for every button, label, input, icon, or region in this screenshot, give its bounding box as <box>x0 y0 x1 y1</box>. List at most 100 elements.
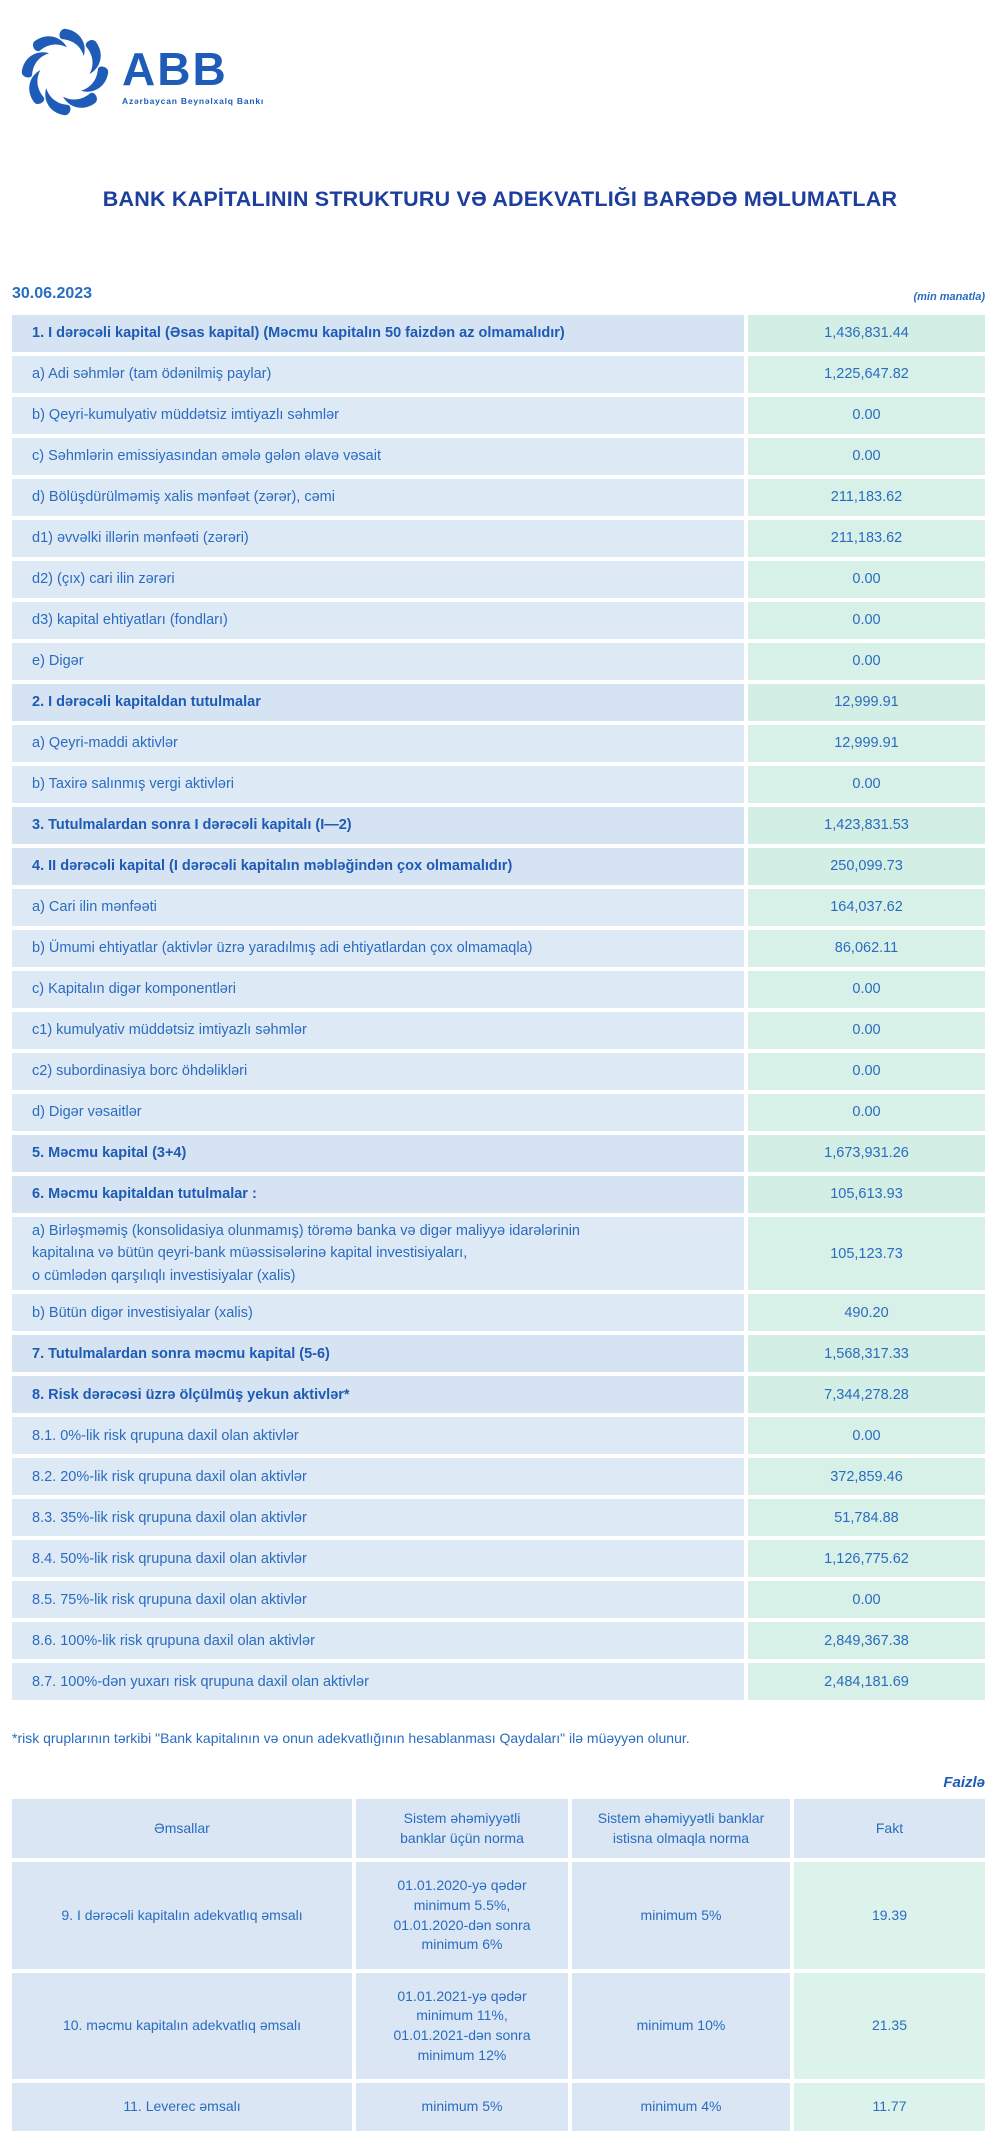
header-sys-norm: Sistem əhəmiyyətli banklar üçün norma <box>356 1799 568 1859</box>
capital-row-label: b) Taxirə salınmış vergi aktivləri <box>12 765 744 803</box>
capital-row-value: 2,849,367.38 <box>748 1622 985 1660</box>
capital-row-value: 372,859.46 <box>748 1458 985 1496</box>
meta-row: 30.06.2023 (min manatla) <box>12 285 985 303</box>
capital-row-value: 51,784.88 <box>748 1499 985 1537</box>
capital-table-row: c) Səhmlərin emissiyasından əmələ gələn … <box>12 437 985 475</box>
capital-table-row: b) Qeyri-kumulyativ müddətsiz imtiyazlı … <box>12 396 985 434</box>
capital-row-label: d) Bölüşdürülməmiş xalis mənfəət (zərər)… <box>12 478 744 516</box>
capital-row-value: 0.00 <box>748 1093 985 1131</box>
capital-row-value: 0.00 <box>748 765 985 803</box>
capital-table-row: a) Birləşməmiş (konsolidasiya olunmamış)… <box>12 1216 985 1291</box>
capital-row-label: 8.5. 75%-lik risk qrupuna daxil olan akt… <box>12 1581 744 1619</box>
header-fakt: Fakt <box>794 1799 985 1859</box>
logo-abbr: ABB <box>122 43 228 95</box>
capital-row-value: 2,484,181.69 <box>748 1663 985 1701</box>
capital-row-label: 3. Tutulmalardan sonra I dərəcəli kapita… <box>12 806 744 844</box>
capital-table-row: d) Bölüşdürülməmiş xalis mənfəət (zərər)… <box>12 478 985 516</box>
capital-row-label: c) Kapitalın digər komponentləri <box>12 970 744 1008</box>
capital-row-label: 4. II dərəcəli kapital (I dərəcəli kapit… <box>12 847 744 885</box>
capital-table-row: b) Ümumi ehtiyatlar (aktivlər üzrə yarad… <box>12 929 985 967</box>
capital-table-row: 8.1. 0%-lik risk qrupuna daxil olan akti… <box>12 1417 985 1455</box>
capital-row-label: a) Birləşməmiş (konsolidasiya olunmamış)… <box>12 1216 744 1291</box>
capital-table-row: 8.5. 75%-lik risk qrupuna daxil olan akt… <box>12 1581 985 1619</box>
capital-row-value: 105,123.73 <box>748 1216 985 1291</box>
capital-table-row: 2. I dərəcəli kapitaldan tutulmalar 12,9… <box>12 683 985 721</box>
ratio-row-sys-norm: minimum 5% <box>356 2083 568 2131</box>
ratio-row-nonsys-norm: minimum 10% <box>572 1972 790 2080</box>
capital-row-label: 8.2. 20%-lik risk qrupuna daxil olan akt… <box>12 1458 744 1496</box>
capital-row-label: 7. Tutulmalardan sonra məcmu kapital (5-… <box>12 1335 744 1373</box>
capital-row-value: 490.20 <box>748 1294 985 1332</box>
capital-row-value: 0.00 <box>748 1581 985 1619</box>
capital-row-value: 0.00 <box>748 1052 985 1090</box>
capital-table-row: 4. II dərəcəli kapital (I dərəcəli kapit… <box>12 847 985 885</box>
logo-text: ABB Azərbaycan Beynəlxalq Bankı <box>122 46 264 106</box>
capital-row-label: 8. Risk dərəcəsi üzrə ölçülmüş yekun akt… <box>12 1376 744 1414</box>
header-nonsys-norm: Sistem əhəmiyyətli banklar istisna olmaq… <box>572 1799 790 1859</box>
capital-row-label: d3) kapital ehtiyatları (fondları) <box>12 601 744 639</box>
capital-row-label: d1) əvvəlki illərin mənfəəti (zərəri) <box>12 519 744 557</box>
capital-table-row: 8.6. 100%-lik risk qrupuna daxil olan ak… <box>12 1622 985 1660</box>
capital-table-row: e) Digər 0.00 <box>12 642 985 680</box>
capital-row-value: 86,062.11 <box>748 929 985 967</box>
capital-row-label: 6. Məcmu kapitaldan tutulmalar : <box>12 1175 744 1213</box>
footnote: *risk qruplarının tərkibi "Bank kapitalı… <box>12 1730 690 1747</box>
capital-table-row: 6. Məcmu kapitaldan tutulmalar : 105,613… <box>12 1175 985 1213</box>
percent-unit-label: Faizlə <box>943 1774 985 1792</box>
ratios-table-row: 9. I dərəcəli kapitalın adekvatlıq əmsal… <box>12 1862 985 1969</box>
capital-table-row: 5. Məcmu kapital (3+4) 1,673,931.26 <box>12 1134 985 1172</box>
ratio-row-sys-norm: 01.01.2021-yə qədər minimum 11%, 01.01.2… <box>356 1972 568 2080</box>
capital-row-label: b) Qeyri-kumulyativ müddətsiz imtiyazlı … <box>12 396 744 434</box>
ratio-row-fact: 11.77 <box>794 2083 985 2131</box>
capital-row-label: 5. Məcmu kapital (3+4) <box>12 1134 744 1172</box>
unit-note: (min manatla) <box>913 290 985 303</box>
capital-table-row: d2) (çıx) cari ilin zərəri 0.00 <box>12 560 985 598</box>
capital-row-label: 8.6. 100%-lik risk qrupuna daxil olan ak… <box>12 1622 744 1660</box>
capital-table-row: 1. I dərəcəli kapital (Əsas kapital) (Mə… <box>12 314 985 352</box>
capital-row-label: 1. I dərəcəli kapital (Əsas kapital) (Mə… <box>12 314 744 352</box>
capital-row-label: d) Digər vəsaitlər <box>12 1093 744 1131</box>
capital-table-row: 8. Risk dərəcəsi üzrə ölçülmüş yekun akt… <box>12 1376 985 1414</box>
capital-table: 1. I dərəcəli kapital (Əsas kapital) (Mə… <box>12 314 985 1701</box>
ratio-row-sys-norm: 01.01.2020-yə qədər minimum 5.5%, 01.01.… <box>356 1862 568 1969</box>
capital-table-row: 3. Tutulmalardan sonra I dərəcəli kapita… <box>12 806 985 844</box>
capital-row-label: e) Digər <box>12 642 744 680</box>
capital-row-value: 164,037.62 <box>748 888 985 926</box>
capital-row-value: 0.00 <box>748 642 985 680</box>
capital-row-label: a) Adi səhmlər (tam ödənilmiş paylar) <box>12 355 744 393</box>
capital-row-value: 0.00 <box>748 970 985 1008</box>
capital-row-value: 0.00 <box>748 1011 985 1049</box>
capital-row-value: 1,568,317.33 <box>748 1335 985 1373</box>
report-date: 30.06.2023 <box>12 284 93 302</box>
ratio-row-label: 11. Leverec əmsalı <box>12 2083 352 2131</box>
ratio-row-label: 10. məcmu kapitalın adekvatlıq əmsalı <box>12 1972 352 2080</box>
capital-row-value: 211,183.62 <box>748 478 985 516</box>
capital-row-label: 8.3. 35%-lik risk qrupuna daxil olan akt… <box>12 1499 744 1537</box>
capital-table-row: 8.7. 100%-dən yuxarı risk qrupuna daxil … <box>12 1663 985 1701</box>
capital-row-value: 12,999.91 <box>748 683 985 721</box>
capital-row-value: 0.00 <box>748 1417 985 1455</box>
capital-row-label: c1) kumulyativ müddətsiz imtiyazlı səhml… <box>12 1011 744 1049</box>
ratio-row-fact: 19.39 <box>794 1862 985 1969</box>
capital-row-value: 1,436,831.44 <box>748 314 985 352</box>
capital-table-row: c1) kumulyativ müddətsiz imtiyazlı səhml… <box>12 1011 985 1049</box>
capital-table-row: b) Taxirə salınmış vergi aktivləri 0.00 <box>12 765 985 803</box>
capital-table-row: d) Digər vəsaitlər 0.00 <box>12 1093 985 1131</box>
capital-row-label: a) Qeyri-maddi aktivlər <box>12 724 744 762</box>
capital-row-value: 1,673,931.26 <box>748 1134 985 1172</box>
capital-table-row: c2) subordinasiya borc öhdəlikləri 0.00 <box>12 1052 985 1090</box>
capital-row-value: 7,344,278.28 <box>748 1376 985 1414</box>
ratios-table-header: Əmsallar Sistem əhəmiyyətli banklar üçün… <box>12 1799 985 1859</box>
ratios-table-row: 11. Leverec əmsalı minimum 5% minimum 4%… <box>12 2083 985 2131</box>
ratios-table: Əmsallar Sistem əhəmiyyətli banklar üçün… <box>12 1799 985 2131</box>
capital-row-label: c2) subordinasiya borc öhdəlikləri <box>12 1052 744 1090</box>
capital-row-label: 8.4. 50%-lik risk qrupuna daxil olan akt… <box>12 1540 744 1578</box>
capital-row-label: 8.1. 0%-lik risk qrupuna daxil olan akti… <box>12 1417 744 1455</box>
ratio-row-nonsys-norm: minimum 4% <box>572 2083 790 2131</box>
capital-row-label: c) Səhmlərin emissiyasından əmələ gələn … <box>12 437 744 475</box>
capital-row-value: 1,423,831.53 <box>748 806 985 844</box>
capital-row-label: 8.7. 100%-dən yuxarı risk qrupuna daxil … <box>12 1663 744 1701</box>
abb-swirl-icon <box>20 27 110 117</box>
ratio-row-fact: 21.35 <box>794 1972 985 2080</box>
